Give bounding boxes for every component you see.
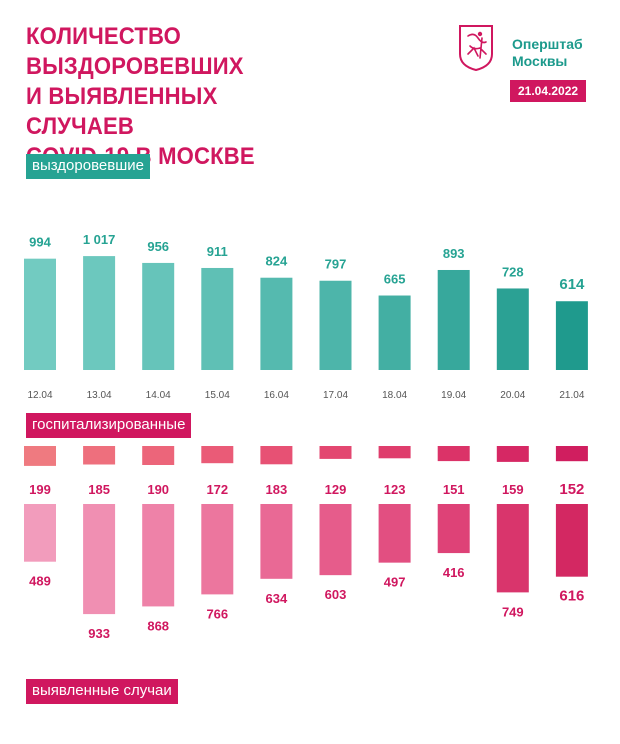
recovered-bar (201, 267, 234, 370)
cases-value-label: 489 (29, 574, 51, 589)
recovered-bar (142, 262, 175, 370)
cases-bar (260, 504, 293, 579)
hospitalized-value-label: 190 (147, 482, 169, 497)
cases-value-label: 603 (325, 587, 347, 602)
recovered-value-label: 1 017 (83, 232, 116, 247)
recovered-value-label: 911 (207, 244, 228, 259)
cases-value-label: 616 (559, 588, 584, 605)
recovered-section-label: выздоровевшие (26, 154, 150, 179)
cases-bar (83, 504, 116, 615)
hospitalized-bar (24, 446, 56, 466)
hospitalized-bar (142, 446, 175, 465)
hospitalized-bar (83, 446, 116, 465)
recovered-value-label: 994 (29, 235, 51, 250)
cases-value-label: 868 (147, 618, 169, 633)
recovered-value-label: 797 (325, 257, 347, 272)
cases-value-label: 749 (502, 604, 524, 619)
cases-section-label: выявленные случаи (26, 679, 178, 704)
hospitalized-value-label: 151 (443, 482, 465, 497)
moscow-coat-of-arms-icon (459, 25, 493, 72)
date-badge: 21.04.2022 (510, 80, 587, 102)
recovered-bar (378, 295, 411, 370)
date-tick-label: 20.04 (500, 390, 525, 401)
date-tick-label: 16.04 (264, 390, 289, 401)
date-tick-label: 21.04 (559, 390, 584, 401)
hospitalized-bar (437, 446, 470, 462)
recovered-bar (24, 258, 56, 370)
recovered-value-label: 614 (559, 276, 585, 293)
hospitalized-section-label: госпитализированные (26, 413, 192, 438)
brand-line-1: Оперштаб (512, 36, 583, 52)
hospitalized-value-label: 123 (384, 482, 406, 497)
cases-value-label: 634 (266, 591, 288, 606)
hospitalized-bar (319, 446, 352, 459)
recovered-bar (437, 269, 470, 370)
cases-bar (319, 504, 352, 576)
cases-value-label: 766 (206, 606, 228, 621)
cases-value-label: 497 (384, 575, 406, 590)
brand-name: Оперштаб Москвы (512, 36, 583, 70)
cases-bar (437, 504, 470, 554)
date-tick-label: 12.04 (27, 390, 52, 401)
date-tick-label: 13.04 (87, 390, 112, 401)
cases-bar (201, 504, 234, 595)
cases-bar (378, 504, 411, 563)
recovered-value-label: 893 (443, 246, 465, 261)
date-tick-label: 14.04 (146, 390, 171, 401)
cases-bar (496, 504, 529, 593)
date-tick-label: 15.04 (205, 390, 230, 401)
brand-line-2: Москвы (512, 53, 568, 69)
hospitalized-bar (260, 446, 293, 465)
recovered-value-label: 956 (147, 239, 169, 254)
hospitalized-bar (378, 446, 411, 459)
hospitalized-value-label: 159 (502, 482, 524, 497)
hospitalized-value-label: 172 (206, 482, 228, 497)
recovered-value-label: 824 (266, 254, 288, 269)
date-tick-label: 17.04 (323, 390, 348, 401)
recovered-bar (555, 301, 588, 370)
recovered-bar (319, 280, 352, 370)
cases-value-label: 933 (88, 626, 110, 641)
brand-block: Оперштаб Москвы 21.04.2022 (452, 22, 602, 102)
cases-bar (555, 504, 588, 577)
recovered-bar (496, 288, 529, 370)
cases-bar (142, 504, 175, 607)
hospitalized-value-label: 185 (88, 482, 110, 497)
hospitalized-value-label: 199 (29, 482, 51, 497)
recovered-value-label: 665 (384, 272, 406, 287)
hospitalized-value-label: 129 (325, 482, 347, 497)
cases-bar (24, 504, 56, 562)
date-tick-label: 18.04 (382, 390, 407, 401)
cases-value-label: 416 (443, 565, 465, 580)
recovered-bar (83, 256, 116, 370)
recovered-value-label: 728 (502, 264, 524, 279)
title-line-2: И ВЫЯВЛЕННЫХ СЛУЧАЕВ (26, 83, 218, 140)
hospitalized-bar (496, 446, 529, 462)
hospitalized-bar (201, 446, 234, 464)
hospitalized-bar (555, 446, 588, 462)
hospitalized-value-label: 183 (266, 482, 288, 497)
title-line-1: КОЛИЧЕСТВО ВЫЗДОРОВЕВШИХ (26, 23, 244, 80)
hospitalized-value-label: 152 (559, 481, 584, 498)
date-tick-label: 19.04 (441, 390, 466, 401)
recovered-bar (260, 277, 293, 370)
